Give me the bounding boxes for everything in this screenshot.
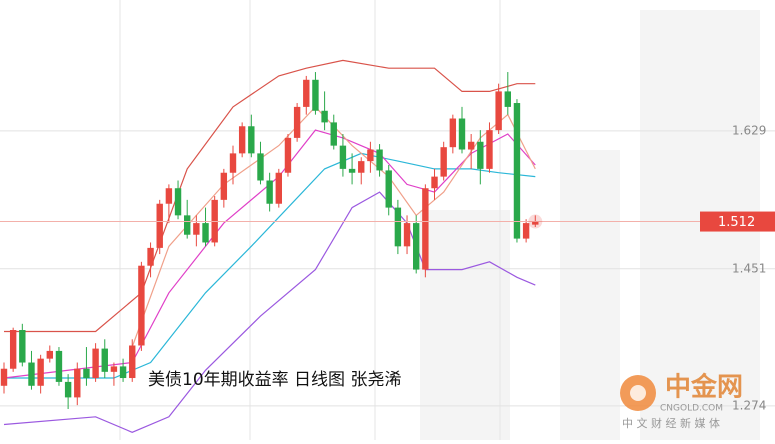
candle-body xyxy=(330,122,337,146)
candle-body xyxy=(458,118,466,150)
candle-body xyxy=(522,223,530,239)
candle-body xyxy=(312,79,319,111)
candle-body xyxy=(202,223,209,243)
candle-body xyxy=(147,247,154,266)
candle-body xyxy=(431,176,438,189)
candle-body xyxy=(275,172,282,204)
candle-body xyxy=(174,188,182,216)
candle-body xyxy=(220,172,228,200)
candle-body xyxy=(394,207,402,247)
candle-body xyxy=(55,350,63,382)
candle-body xyxy=(284,137,292,173)
candle-body xyxy=(422,188,429,270)
candle-body xyxy=(184,215,191,235)
candle-body xyxy=(504,91,511,107)
slogan: 中 文 财 经 新 媒 体 xyxy=(622,416,720,430)
candle-body xyxy=(495,91,502,131)
candle-body xyxy=(156,203,163,248)
candle-body xyxy=(467,141,475,150)
candle-body xyxy=(248,126,255,154)
candle-body xyxy=(532,221,539,225)
y-tick-label: 1.274 xyxy=(732,398,766,412)
candle-body xyxy=(229,153,237,173)
candle-body xyxy=(385,170,392,208)
last-value-box xyxy=(700,211,775,232)
chart-title: 美债10年期收益率 日线图 张尧浠 xyxy=(148,370,401,390)
candle-body xyxy=(293,106,301,138)
last-value-glow xyxy=(528,214,543,229)
candle-body xyxy=(477,141,484,169)
candle-body xyxy=(339,145,347,169)
candle-body xyxy=(376,149,383,171)
candle-body xyxy=(74,368,81,398)
candle-body xyxy=(28,362,35,386)
candle-body xyxy=(0,368,8,386)
candle-body xyxy=(413,223,420,270)
candle-body xyxy=(238,126,246,154)
candle-body xyxy=(348,168,356,173)
y-tick-label: 1.629 xyxy=(732,123,766,137)
candle-body xyxy=(449,118,457,148)
brand: 中金网 xyxy=(665,372,743,403)
logo-inner xyxy=(630,385,646,401)
candle-body xyxy=(9,330,17,369)
candle-body xyxy=(358,161,365,173)
candle-body xyxy=(321,110,328,123)
candle-body xyxy=(19,330,26,363)
candle-body xyxy=(110,366,118,372)
candle-body xyxy=(129,345,136,379)
site: CNGOLD.COM xyxy=(660,404,723,414)
indicator-line xyxy=(4,152,536,379)
candle-body xyxy=(486,130,493,169)
candle-body xyxy=(403,223,411,247)
candle-body xyxy=(193,223,200,235)
candle-body xyxy=(46,350,53,359)
candle-body xyxy=(37,358,44,386)
candle-body xyxy=(303,79,310,107)
y-tick-label: 1.451 xyxy=(732,261,766,275)
candle-body xyxy=(83,368,90,379)
watermark: 中金网 CNGOLD.COM 中 文 财 经 新 媒 体 xyxy=(620,372,743,430)
plot: 1.629 1.451 1.274 1.512 xyxy=(0,59,775,433)
candle-body xyxy=(513,103,521,239)
candle-body xyxy=(92,348,99,379)
candle-body xyxy=(165,188,173,204)
indicator-line xyxy=(3,191,536,433)
candle-body xyxy=(266,180,273,204)
last-value-label: 1.512 xyxy=(718,215,755,230)
candle-body xyxy=(64,381,72,398)
candle-body xyxy=(119,366,127,379)
indicator-line xyxy=(4,59,536,333)
candle-body xyxy=(440,147,447,177)
candle-body xyxy=(101,348,108,372)
candle-body xyxy=(367,149,374,162)
candle-body xyxy=(138,265,145,346)
candle-body xyxy=(257,153,264,181)
